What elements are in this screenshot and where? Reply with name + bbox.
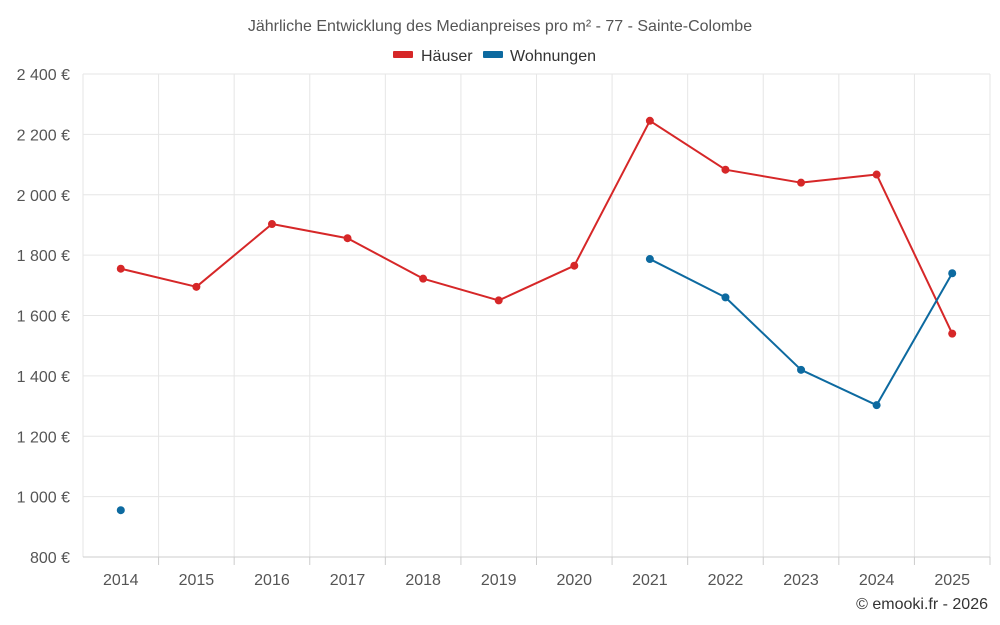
x-tick-label: 2020 xyxy=(556,572,592,589)
legend-item[interactable]: Wohnungen xyxy=(483,48,596,65)
data-point[interactable] xyxy=(872,170,881,179)
data-point[interactable] xyxy=(494,296,503,305)
x-tick-label: 2024 xyxy=(859,572,895,589)
data-point[interactable] xyxy=(343,234,352,243)
data-point[interactable] xyxy=(797,365,806,374)
x-tick-label: 2023 xyxy=(783,572,819,589)
y-tick-label: 2 200 € xyxy=(17,127,70,144)
y-axis-ticks: 800 € 1 000 € 1 200 € 1 400 € 1 600 € 1 800 €… xyxy=(17,67,70,567)
series-0 xyxy=(116,116,957,338)
data-point[interactable] xyxy=(570,261,579,270)
x-tick-label: 2021 xyxy=(632,572,668,589)
legend-swatch xyxy=(483,51,503,58)
data-point[interactable] xyxy=(721,293,730,302)
x-tick-label: 2015 xyxy=(179,572,215,589)
y-tick-label: 1 000 € xyxy=(17,490,70,507)
chart-title: Jährliche Entwicklung des Medianpreises … xyxy=(248,18,752,35)
data-point[interactable] xyxy=(192,282,201,291)
y-tick-label: 800 € xyxy=(30,550,70,567)
x-tick-label: 2014 xyxy=(103,572,139,589)
series-layer xyxy=(116,116,957,515)
x-tick-label: 2016 xyxy=(254,572,290,589)
series-line xyxy=(120,119,954,335)
y-tick-label: 2 000 € xyxy=(17,188,70,205)
data-point[interactable] xyxy=(116,506,125,515)
horizontal-gridlines xyxy=(83,73,990,498)
y-tick-label: 2 400 € xyxy=(17,67,70,84)
legend-label: Wohnungen xyxy=(510,48,596,65)
data-point[interactable] xyxy=(948,269,957,278)
x-tick-label: 2018 xyxy=(405,572,441,589)
x-tick-label: 2017 xyxy=(330,572,366,589)
series-line xyxy=(649,258,954,407)
legend-label: Häuser xyxy=(421,48,473,65)
legend-item[interactable]: Häuser xyxy=(393,48,473,65)
y-tick-label: 1 600 € xyxy=(17,309,70,326)
data-point[interactable] xyxy=(645,255,654,264)
y-tick-label: 1 800 € xyxy=(17,248,70,265)
legend-swatch xyxy=(393,51,413,58)
data-point[interactable] xyxy=(872,401,881,410)
data-point[interactable] xyxy=(645,116,654,125)
series-1 xyxy=(116,255,957,515)
data-point[interactable] xyxy=(948,329,957,338)
legend: Häuser Wohnungen xyxy=(393,48,596,65)
x-axis-ticks: 2014 2015 2016 2017 2018 2019 2020 2021 2022 2023… xyxy=(103,557,991,589)
y-tick-label: 1 400 € xyxy=(17,369,70,386)
data-point[interactable] xyxy=(797,178,806,187)
data-point[interactable] xyxy=(116,264,125,273)
x-tick-label: 2019 xyxy=(481,572,517,589)
x-tick-label: 2022 xyxy=(708,572,744,589)
x-tick-label: 2025 xyxy=(934,572,970,589)
copyright-credit: © emooki.fr - 2026 xyxy=(856,596,988,613)
data-point[interactable] xyxy=(721,165,730,174)
data-point[interactable] xyxy=(419,274,428,283)
data-point[interactable] xyxy=(267,220,276,229)
y-tick-label: 1 200 € xyxy=(17,429,70,446)
